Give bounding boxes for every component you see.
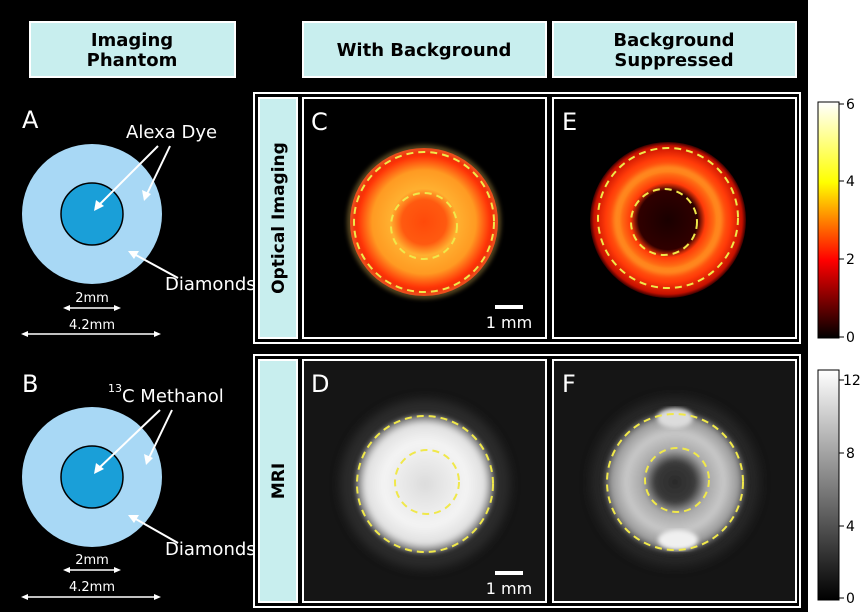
phantom-b-arrow-diamonds bbox=[133, 517, 179, 544]
phantom-a-arrowhead-inner bbox=[94, 200, 104, 211]
phantom-a-arrow-inner bbox=[97, 145, 159, 207]
phantom-a-label-diamonds: Diamonds bbox=[165, 274, 256, 295]
phantom-a-outer-dim-head-l bbox=[21, 331, 28, 337]
colorbar-mri-label-0: 0 bbox=[846, 591, 855, 607]
phantom-a-arrow-diamonds bbox=[133, 253, 179, 279]
header-suppressed-box bbox=[552, 21, 797, 78]
colorbar-mri-label-8: 8 bbox=[846, 446, 855, 462]
phantom-b-label-diamonds: Diamonds bbox=[165, 539, 256, 560]
colorbar-optical-label-0: 0 bbox=[846, 330, 855, 346]
colorbar-mri-gradient bbox=[817, 369, 840, 601]
phantom-b-inner-dim-head-l bbox=[63, 567, 70, 573]
panel-label-c: C bbox=[311, 108, 328, 136]
header-phantom-line1: Imaging bbox=[91, 30, 173, 51]
colorbar-optical-label-2: 2 bbox=[846, 252, 855, 268]
phantom-a-arrow-outer bbox=[145, 145, 171, 197]
panel-f-image bbox=[603, 410, 747, 554]
panel-f-inner-dashed-circle bbox=[644, 447, 710, 513]
header-suppressed-line2: Suppressed bbox=[614, 50, 733, 71]
phantom-b-label-methanol: C Methanol bbox=[122, 386, 224, 407]
header-suppressed-line1: Background bbox=[613, 30, 734, 51]
phantom-a-arrowhead-outer bbox=[142, 190, 151, 201]
panel-f-bright-bottom bbox=[658, 530, 698, 550]
phantom-b-inner-dim: 2mm bbox=[75, 553, 109, 568]
phantom-b-arrow-outer bbox=[147, 409, 173, 461]
phantom-a-inner-circle bbox=[60, 182, 124, 246]
panel-e-inner-dashed-circle bbox=[630, 188, 698, 256]
colorbar-mri-label-4: 4 bbox=[846, 519, 855, 535]
panel-f-bright-top bbox=[657, 408, 693, 428]
panel-c-inner-dashed-circle bbox=[390, 192, 458, 260]
header-with-background: With Background bbox=[302, 21, 547, 78]
panel-d-outer-dashed-circle bbox=[356, 415, 494, 553]
panel-c-image bbox=[350, 148, 498, 296]
panel-c-scale-bar bbox=[495, 305, 523, 309]
panel-label-f: F bbox=[562, 370, 576, 398]
header-phantom: Imaging Phantom bbox=[29, 21, 236, 78]
colorbar-optical-gradient bbox=[817, 101, 840, 339]
header-phantom-line2: Phantom bbox=[87, 50, 178, 71]
phantom-a-outer-dim: 4.2mm bbox=[69, 318, 115, 333]
panel-c-speckle bbox=[347, 145, 501, 299]
panel-d-scale-bar bbox=[495, 571, 523, 575]
panel-e-image bbox=[590, 142, 746, 298]
phantom-a-arrowhead-diamonds bbox=[128, 251, 139, 259]
header-with-background-label: With Background bbox=[337, 40, 512, 61]
colorbar-optical-label-6: 6 bbox=[846, 97, 855, 113]
phantom-b-outer-dim-head-l bbox=[21, 594, 28, 600]
header-suppressed: Background Suppressed bbox=[552, 21, 797, 78]
row-optical: Optical Imaging C 1 mm E bbox=[253, 92, 801, 344]
row-optical-label: Optical Imaging bbox=[269, 142, 289, 294]
panel-label-e: E bbox=[562, 108, 577, 136]
phantom-b-inner-dim-head-r bbox=[114, 567, 121, 573]
header-phantom-box bbox=[29, 21, 236, 78]
phantom-b-outer-dim-head-r bbox=[154, 594, 161, 600]
row-mri-label-box bbox=[258, 359, 298, 603]
panel-label-a: A bbox=[22, 106, 39, 134]
phantom-b-arrow-inner bbox=[97, 409, 161, 470]
colorbar-optical: 6 4 2 0 bbox=[817, 97, 855, 346]
phantom-b-arrowhead-outer bbox=[144, 454, 153, 465]
phantom-b-label-superscript: 13 bbox=[108, 382, 122, 395]
panel-label-d: D bbox=[311, 370, 329, 398]
row-mri: MRI D 1 mm F bbox=[253, 354, 801, 608]
panel-c-scale-label: 1 mm bbox=[486, 313, 532, 332]
phantom-a: A Alexa Dye Diamonds 2mm 4.2mm bbox=[21, 106, 256, 337]
phantom-b-arrowhead-diamonds bbox=[128, 515, 139, 523]
panel-c-outer-dashed-circle bbox=[353, 151, 495, 293]
colorbar-mri: 12 8 4 0 bbox=[817, 369, 861, 607]
phantom-b: B 13 C Methanol Diamonds 2mm 4.2mm bbox=[21, 370, 256, 600]
panel-d-scale-label: 1 mm bbox=[486, 579, 532, 598]
phantom-a-inner-dim-head-l bbox=[63, 305, 70, 311]
header-with-background-box bbox=[302, 21, 547, 78]
phantom-a-inner-dim-head-r bbox=[114, 305, 121, 311]
panel-d-inner-dashed-circle bbox=[394, 449, 460, 515]
row-optical-frame bbox=[253, 92, 801, 344]
panel-e-outer-dashed-circle bbox=[597, 147, 739, 289]
colorbar-optical-label-4: 4 bbox=[846, 174, 855, 190]
phantom-a-inner-dim: 2mm bbox=[75, 291, 109, 306]
panel-e-speckle bbox=[613, 165, 723, 275]
phantom-b-arrowhead-inner bbox=[94, 463, 104, 474]
phantom-a-label-dye: Alexa Dye bbox=[126, 122, 217, 143]
panel-label-b: B bbox=[22, 370, 38, 398]
panel-d-image bbox=[355, 414, 495, 554]
row-optical-label-box bbox=[258, 97, 298, 339]
colorbar-mri-label-12: 12 bbox=[843, 373, 861, 389]
phantom-b-outer-dim: 4.2mm bbox=[69, 580, 115, 595]
phantom-a-outer-dim-head-r bbox=[154, 331, 161, 337]
row-mri-label: MRI bbox=[269, 463, 289, 499]
row-mri-frame bbox=[253, 354, 801, 608]
phantom-b-inner-circle bbox=[60, 445, 124, 509]
panel-f-outer-dashed-circle bbox=[606, 413, 744, 551]
